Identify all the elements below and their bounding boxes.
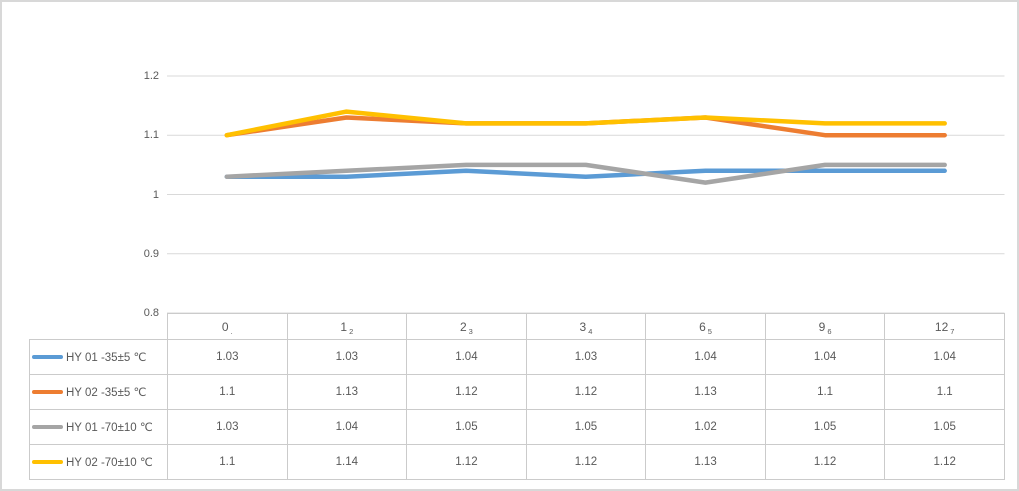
table-corner-cell (30, 314, 168, 340)
value-cell: 1.03 (167, 409, 288, 445)
y-axis-label: 1 (152, 188, 159, 201)
value-cell: 1.12 (525, 444, 647, 480)
value-cell: 1.04 (286, 409, 408, 445)
x-axis-subscript: 2 (349, 326, 354, 336)
legend-cell: HY 02 -70±10 ℃ (29, 444, 168, 480)
x-axis-header-row: 0. 1 2 2 3 3 4 6 5 9 6 12 7 (30, 313, 1005, 340)
value-cell: 1.1 (167, 444, 288, 480)
x-axis-value: 12 (934, 319, 949, 334)
value-cell: 1.12 (406, 444, 527, 480)
y-axis-label: 0.9 (143, 247, 159, 260)
value-cell: 1.12 (764, 444, 886, 480)
value-cell: 1.12 (525, 374, 647, 410)
value-cell: 1.13 (286, 374, 408, 410)
y-axis-label: 1.2 (143, 70, 159, 82)
value-cell: 1.03 (167, 339, 288, 375)
series-label: HY 01 -70±10 ℃ (66, 422, 153, 434)
x-axis-subscript: 5 (707, 326, 712, 336)
value-cell: 1.04 (645, 339, 766, 375)
y-axis-label: 0.8 (143, 307, 159, 319)
series-label: HY 02 -35±5 ℃ (66, 387, 147, 399)
series-color-swatch-icon (32, 459, 63, 464)
x-axis-subscript: 6 (827, 326, 832, 336)
data-table: 0. 1 2 2 3 3 4 6 5 9 6 12 7 HY 01 -35±5 ℃ 1.03 1.03 1.0… (29, 313, 1005, 480)
x-axis-header-cell: 0. (167, 313, 288, 340)
table-row: HY 01 -70±10 ℃ 1.03 1.04 1.05 1.05 1.02 1.05 1.… (29, 409, 1005, 445)
x-axis-header-cell: 12 7 (884, 313, 1005, 340)
table-row: HY 01 -35±5 ℃ 1.03 1.03 1.04 1.03 1.04 1.04 1.0… (29, 339, 1005, 375)
x-axis-subscript: 4 (588, 326, 593, 336)
x-axis-value: 9 (818, 319, 826, 334)
value-cell: 1.12 (406, 374, 527, 410)
value-cell: 1.03 (525, 339, 647, 375)
series-line-1 (224, 168, 947, 179)
value-cell: 1.05 (764, 409, 886, 445)
series-color-swatch-icon (32, 424, 63, 429)
value-cell: 1.05 (884, 409, 1005, 445)
value-cell: 1.03 (286, 339, 408, 375)
value-cell: 1.13 (645, 444, 766, 480)
y-axis-label: 1.1 (143, 129, 159, 142)
value-cell: 1.1 (884, 374, 1005, 410)
value-cell: 1.02 (645, 409, 766, 445)
x-axis-value: 3 (579, 319, 587, 334)
x-axis-value: 2 (459, 319, 467, 334)
value-cell: 1.14 (286, 444, 408, 480)
table-row: HY 02 -35±5 ℃ 1.1 1.13 1.12 1.12 1.13 1.1 1.1 (29, 374, 1005, 410)
legend-cell: HY 01 -35±5 ℃ (29, 339, 168, 375)
x-axis-subscript: 7 (950, 326, 955, 336)
series-label: HY 01 -35±5 ℃ (66, 352, 147, 364)
series-line-4 (224, 109, 947, 138)
value-cell: 1.05 (525, 409, 647, 445)
x-axis-subscript: 3 (468, 326, 473, 336)
value-cell: 1.13 (645, 374, 766, 410)
value-cell: 1.04 (764, 339, 886, 375)
series-color-swatch-icon (32, 389, 63, 394)
table-row: HY 02 -70±10 ℃ 1.1 1.14 1.12 1.12 1.13 1.12 1.1… (29, 444, 1005, 480)
value-cell: 1.1 (764, 374, 886, 410)
x-axis-value: 6 (699, 319, 706, 334)
series-line-3 (224, 162, 947, 185)
x-axis-value: 1 (340, 319, 348, 334)
value-cell: 1.05 (406, 409, 527, 445)
value-cell: 1.04 (884, 339, 1005, 375)
value-cell: 1.12 (884, 444, 1005, 480)
series-line-2 (224, 115, 947, 138)
series-label: HY 02 -70±10 ℃ (66, 457, 153, 469)
x-axis-value: 0 (221, 319, 229, 334)
value-cell: 1.04 (406, 339, 527, 375)
x-axis-subscript: . (230, 326, 233, 336)
value-cell: 1.1 (167, 374, 288, 410)
legend-cell: HY 01 -70±10 ℃ (29, 409, 168, 445)
series-color-swatch-icon (32, 354, 63, 359)
legend-cell: HY 02 -35±5 ℃ (29, 374, 168, 410)
